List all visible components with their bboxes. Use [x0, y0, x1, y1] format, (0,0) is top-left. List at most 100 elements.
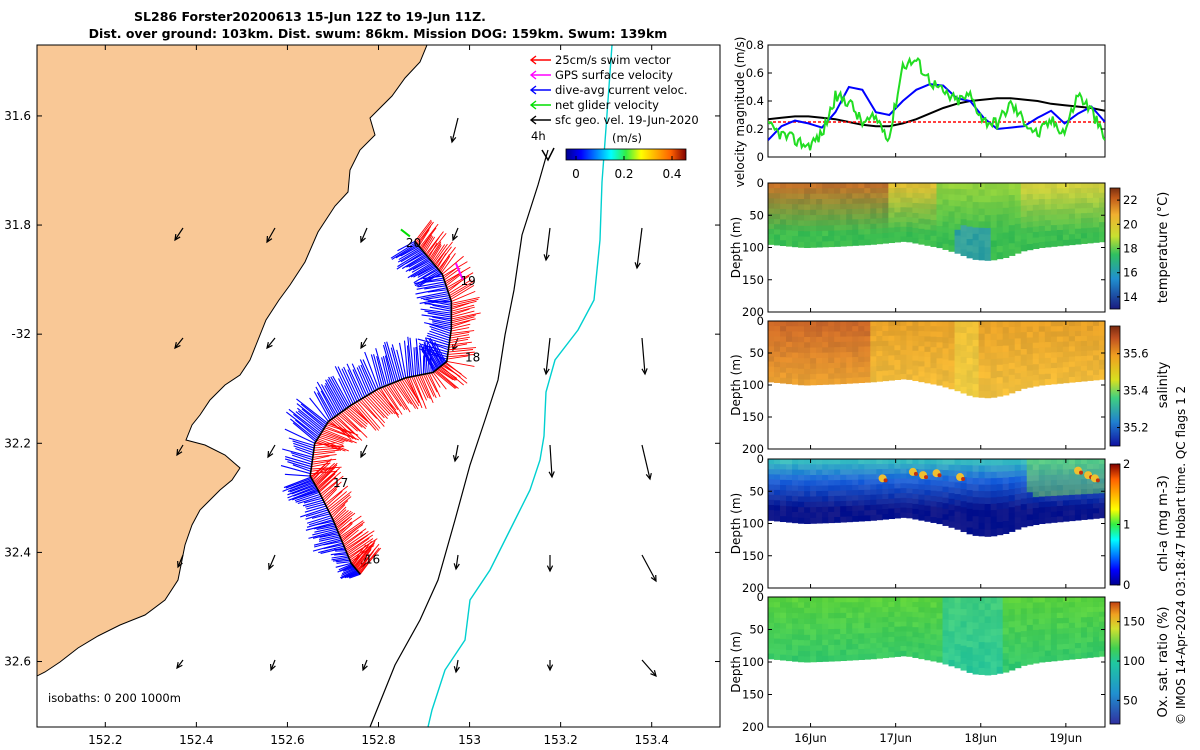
section-cell [912, 375, 920, 382]
section-cell [906, 345, 914, 351]
section-cell [870, 341, 877, 347]
section-cell [1032, 188, 1040, 195]
section-cell [1014, 655, 1022, 663]
section-cell [1068, 203, 1076, 210]
section-cell [978, 346, 986, 354]
depth-tick-label: 50 [749, 484, 764, 498]
section-cell [924, 188, 932, 194]
section-cell [942, 381, 950, 388]
section-cell [978, 253, 986, 261]
section-cell [972, 189, 980, 197]
section-cell [960, 459, 968, 466]
section-cell [900, 345, 908, 351]
section-cell [906, 478, 914, 485]
section-cell [1020, 245, 1028, 252]
section-cell [852, 331, 859, 338]
swim-vector [352, 540, 372, 566]
swim-vector [399, 379, 419, 410]
section-cell [1092, 365, 1100, 371]
current-vector-arrow [549, 444, 553, 478]
depth-tick-label: 0 [757, 314, 764, 328]
section-cell [876, 459, 883, 465]
section-cell [900, 183, 908, 189]
section-cell [972, 377, 980, 385]
current-vector [396, 349, 405, 379]
section-cell [846, 500, 853, 507]
oxygen-section-colorbar [1109, 601, 1121, 725]
section-cell [864, 336, 871, 342]
section-cell [918, 489, 926, 496]
section-cell [876, 622, 883, 629]
section-cell [1068, 633, 1076, 639]
section-cell [1032, 232, 1040, 239]
section-cell [1020, 602, 1028, 609]
current-vector [432, 316, 452, 322]
section-cell [1002, 597, 1010, 604]
section-cell [786, 649, 793, 656]
section-cell [786, 352, 793, 359]
current-vector [406, 254, 427, 268]
section-cell [924, 240, 932, 246]
section-cell [858, 229, 865, 236]
section-cell [792, 613, 799, 619]
current-vector-arrowhead [174, 342, 181, 350]
current-vector [288, 437, 315, 447]
section-cell [942, 194, 950, 201]
section-cell [894, 187, 901, 194]
section-cell [936, 651, 944, 658]
section-cell [966, 483, 974, 491]
swim-vector [372, 391, 394, 415]
section-cell [870, 474, 877, 480]
section-cell [780, 235, 787, 241]
section-cell [930, 368, 938, 374]
section-cell [822, 183, 829, 189]
section-cell [810, 475, 817, 481]
section-cell [1068, 188, 1076, 194]
section-cell [1098, 207, 1105, 213]
section-cell [990, 183, 998, 190]
swim-vector [446, 361, 475, 367]
title-line-1: SL286 Forster20200613 15-Jun 12Z to 19-J… [134, 9, 486, 24]
current-vector [431, 320, 452, 326]
section-cell [954, 361, 962, 368]
section-cell [990, 221, 998, 229]
track-day-label: 19 [460, 274, 475, 288]
swim-vector [312, 454, 337, 458]
section-cell [816, 352, 823, 359]
section-cell [852, 341, 859, 348]
section-cell [786, 655, 793, 662]
section-cell [768, 643, 775, 650]
section-cell [1068, 464, 1076, 470]
section-cell [936, 480, 944, 487]
swim-vector [334, 416, 356, 435]
section-cell [906, 503, 914, 509]
section-cell [792, 623, 799, 630]
section-cell [876, 346, 883, 352]
section-cell [1020, 597, 1028, 604]
swim-vector [337, 414, 358, 432]
section-cell [978, 484, 986, 492]
swim-vector [310, 470, 338, 475]
section-cell [1068, 484, 1076, 491]
section-cell [1056, 357, 1064, 364]
current-vector [351, 363, 368, 396]
section-cell [894, 611, 901, 618]
section-cell [870, 183, 877, 189]
section-cell [1008, 519, 1016, 526]
section-cell [888, 187, 895, 194]
section-cell [930, 241, 938, 247]
section-cell [822, 336, 829, 343]
section-cell [810, 215, 817, 222]
section-cell [870, 612, 877, 619]
section-cell [1062, 377, 1070, 384]
section-cell [864, 505, 871, 511]
section-cell [798, 225, 805, 232]
time-tick-label: 19Jun [1050, 731, 1083, 745]
section-cell [834, 347, 841, 353]
section-cell [768, 612, 775, 619]
section-cell [858, 602, 865, 608]
section-cell [768, 469, 775, 475]
section-cell [816, 512, 823, 519]
section-cell [1038, 352, 1046, 359]
section-cell [804, 496, 811, 503]
